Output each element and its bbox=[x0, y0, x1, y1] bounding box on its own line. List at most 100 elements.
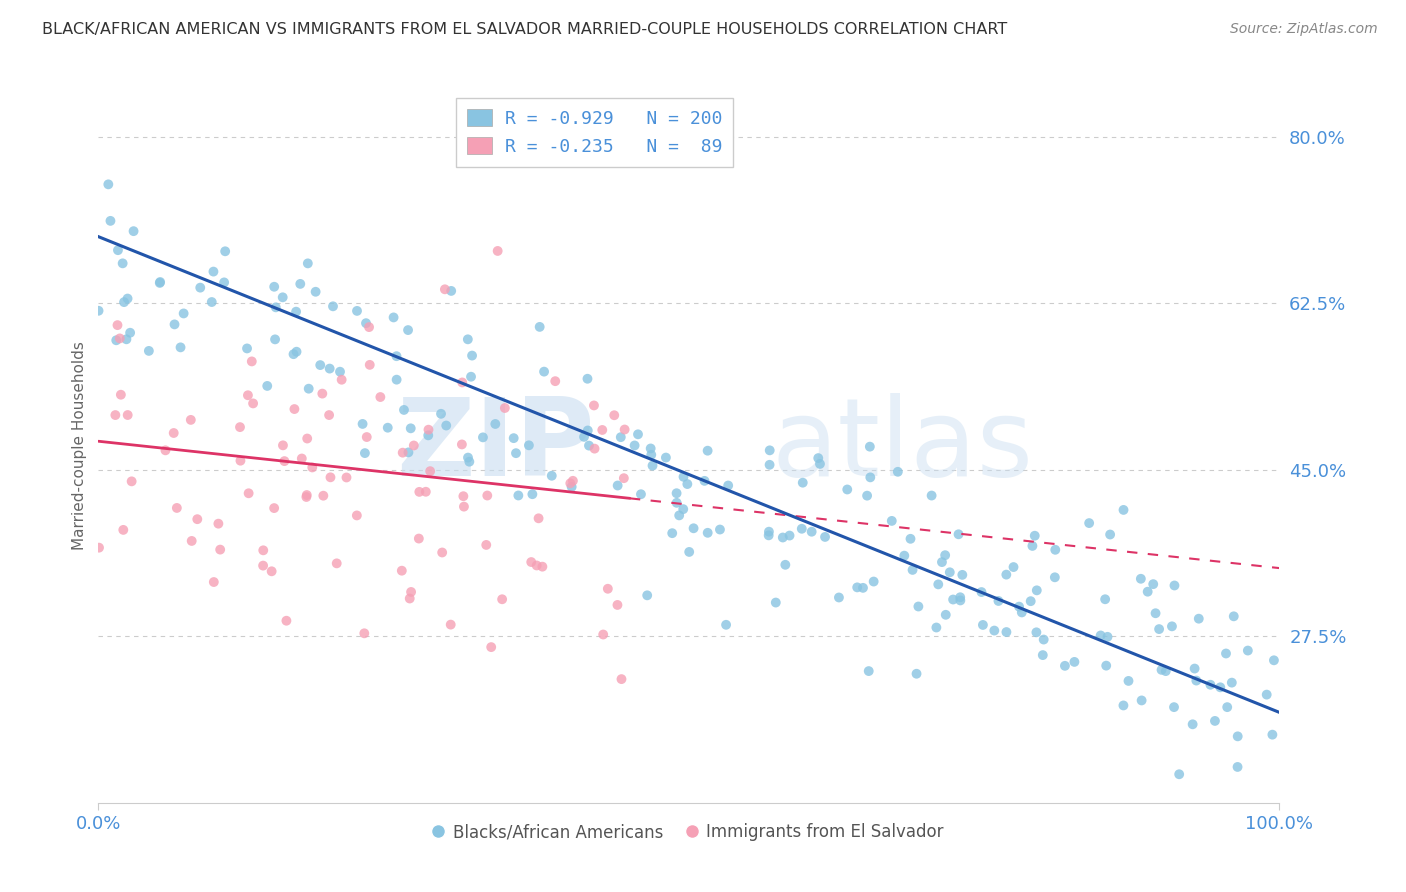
Point bbox=[610, 672, 633, 686]
Point bbox=[758, 528, 780, 542]
Point bbox=[859, 440, 882, 454]
Point bbox=[461, 349, 484, 363]
Point bbox=[610, 430, 633, 444]
Point bbox=[1256, 688, 1278, 702]
Point bbox=[987, 594, 1010, 608]
Point bbox=[212, 276, 235, 290]
Point bbox=[1097, 630, 1119, 644]
Y-axis label: Married-couple Households: Married-couple Households bbox=[72, 342, 87, 550]
Point bbox=[983, 624, 1005, 638]
Point bbox=[169, 340, 191, 354]
Point bbox=[1163, 700, 1185, 714]
Point bbox=[180, 413, 202, 427]
Point bbox=[335, 470, 357, 484]
Point bbox=[693, 474, 716, 488]
Point bbox=[434, 418, 457, 433]
Point bbox=[325, 557, 347, 571]
Point bbox=[508, 488, 530, 502]
Point bbox=[163, 425, 186, 440]
Point bbox=[676, 477, 699, 491]
Point bbox=[907, 599, 929, 614]
Point bbox=[263, 501, 285, 516]
Point bbox=[1188, 612, 1211, 626]
Point bbox=[207, 516, 229, 531]
Point bbox=[311, 386, 333, 401]
Point bbox=[242, 396, 264, 410]
Point bbox=[202, 575, 225, 590]
Point bbox=[1008, 599, 1031, 614]
Point bbox=[402, 438, 425, 452]
Point bbox=[418, 423, 440, 437]
Point bbox=[202, 264, 225, 278]
Point bbox=[329, 365, 352, 379]
Point bbox=[540, 468, 562, 483]
Point bbox=[451, 376, 474, 390]
Point bbox=[312, 489, 335, 503]
Point bbox=[939, 566, 962, 580]
Point bbox=[346, 304, 368, 318]
Point bbox=[354, 446, 377, 460]
Point bbox=[560, 476, 582, 491]
Point bbox=[1161, 619, 1184, 633]
Point bbox=[765, 596, 787, 610]
Point bbox=[188, 280, 211, 294]
Point bbox=[1002, 560, 1025, 574]
Point bbox=[451, 437, 474, 451]
Point bbox=[578, 439, 600, 453]
Point bbox=[1216, 700, 1239, 714]
Point bbox=[120, 326, 142, 340]
Point bbox=[1142, 577, 1164, 591]
Point bbox=[1032, 632, 1054, 647]
Point bbox=[561, 480, 583, 494]
Point bbox=[517, 438, 540, 452]
Point bbox=[105, 333, 128, 347]
Point bbox=[1024, 529, 1046, 543]
Point bbox=[792, 475, 814, 490]
Point bbox=[107, 318, 129, 332]
Point bbox=[121, 475, 143, 489]
Point bbox=[163, 318, 186, 332]
Point bbox=[166, 500, 188, 515]
Point bbox=[709, 523, 731, 537]
Point bbox=[576, 372, 599, 386]
Point bbox=[271, 438, 294, 452]
Point bbox=[1215, 647, 1237, 661]
Text: ZIP: ZIP bbox=[396, 393, 595, 499]
Point bbox=[295, 490, 318, 504]
Point bbox=[640, 442, 662, 456]
Point bbox=[1237, 643, 1260, 657]
Point bbox=[484, 417, 506, 431]
Point bbox=[682, 521, 704, 535]
Point bbox=[1011, 606, 1033, 620]
Point bbox=[630, 487, 652, 501]
Point bbox=[531, 559, 554, 574]
Point bbox=[606, 478, 628, 492]
Point bbox=[1144, 606, 1167, 620]
Point bbox=[668, 508, 690, 523]
Point bbox=[1130, 693, 1153, 707]
Point bbox=[117, 292, 139, 306]
Point bbox=[391, 564, 413, 578]
Point bbox=[377, 420, 399, 434]
Point bbox=[356, 430, 378, 444]
Point bbox=[627, 427, 650, 442]
Point bbox=[385, 373, 408, 387]
Point bbox=[591, 423, 613, 437]
Point bbox=[214, 244, 236, 259]
Point bbox=[717, 478, 740, 492]
Point bbox=[972, 618, 994, 632]
Point bbox=[322, 299, 344, 313]
Point bbox=[925, 620, 948, 634]
Point bbox=[494, 401, 516, 415]
Point bbox=[1226, 760, 1249, 774]
Point bbox=[856, 489, 879, 503]
Point bbox=[583, 442, 606, 456]
Point bbox=[905, 666, 928, 681]
Point bbox=[901, 563, 924, 577]
Point bbox=[252, 558, 274, 573]
Point bbox=[852, 581, 875, 595]
Point bbox=[1095, 658, 1118, 673]
Point bbox=[758, 524, 780, 539]
Point bbox=[186, 512, 208, 526]
Point bbox=[260, 564, 283, 578]
